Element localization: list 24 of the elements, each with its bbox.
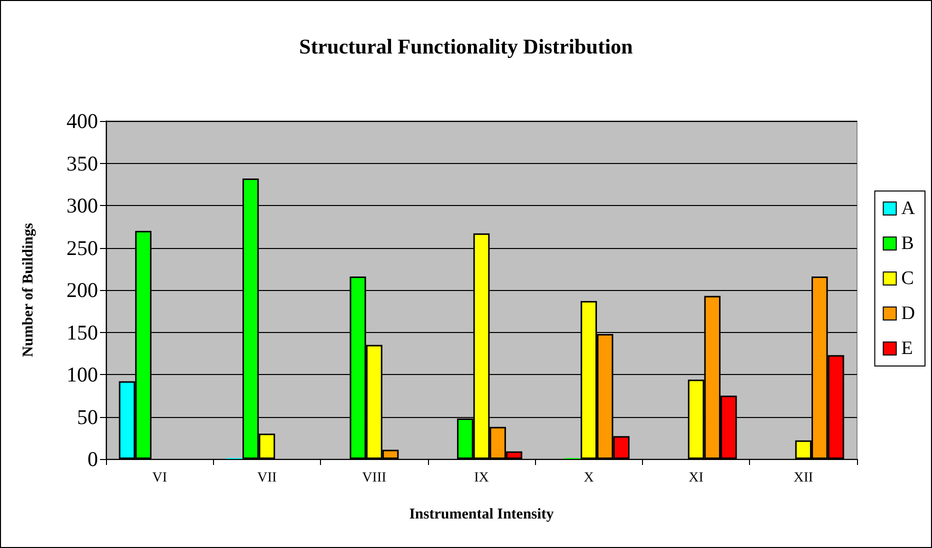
y-tick-label: 200 [66,278,98,302]
x-tick-label: IX [474,470,489,486]
legend-label: E [901,338,913,359]
legend-label: C [901,268,914,289]
x-tick-label: VII [257,470,277,486]
x-tick-label: X [584,470,594,486]
y-tick-label: 400 [66,109,98,133]
legend-label: D [901,303,916,324]
y-tick-label: 300 [66,194,98,218]
y-tick-label: 350 [66,151,98,176]
y-tick-label: 250 [66,236,98,260]
y-tick-label: 100 [66,362,98,386]
legend-label: A [901,198,916,219]
x-axis-title: Instrumental Intensity [409,506,554,522]
chart-title: Structural Functionality Distribution [299,34,634,58]
x-tick-label: XII [794,470,814,486]
y-tick-label: 50 [77,404,98,429]
x-tick-label: VI [152,470,168,486]
y-tick-label: 150 [66,320,98,344]
x-tick-label: XI [688,470,704,486]
y-axis-title: Number of Buildings [20,222,36,357]
legend-label: B [901,233,914,254]
y-tick-label: 0 [88,447,98,471]
x-tick-label: VIII [362,470,387,486]
